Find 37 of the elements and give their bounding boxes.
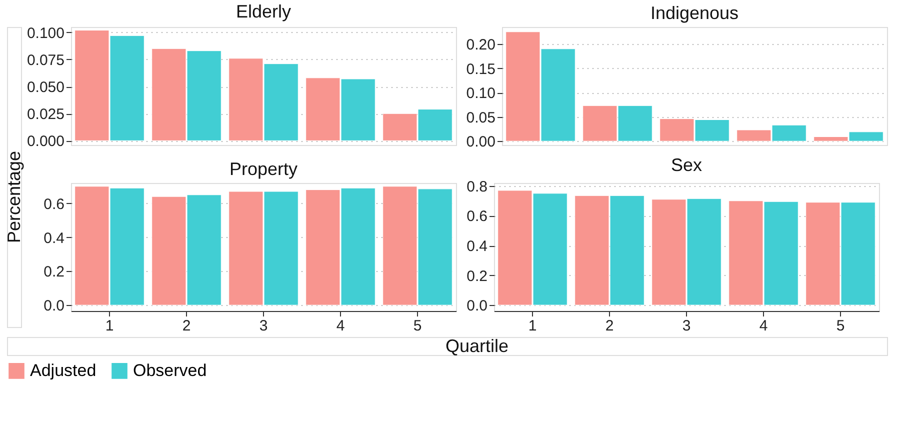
y-tick-label: 0.050 xyxy=(26,79,64,96)
y-tick-label: 0.6 xyxy=(466,208,488,226)
chart-title: Sex xyxy=(670,154,702,175)
y-tick-label: 0.075 xyxy=(26,52,64,69)
x-tick-label: 2 xyxy=(605,318,614,334)
y-axis-title: Percentage xyxy=(4,150,24,244)
x-tick-label: 4 xyxy=(759,318,768,334)
y-tick-label: 0.2 xyxy=(44,264,64,281)
y-tick-label: 0.20 xyxy=(466,36,496,54)
y-tick-label: 0.4 xyxy=(466,238,488,256)
y-tick-label: 0.15 xyxy=(466,60,496,78)
x-tick-label: 1 xyxy=(528,318,537,334)
x-tick-label: 5 xyxy=(836,318,845,334)
y-tick-label: 0.10 xyxy=(466,85,496,102)
y-tick-label: 0.05 xyxy=(466,109,496,126)
legend-label: Adjusted xyxy=(30,360,96,380)
y-tick-label: 0.000 xyxy=(26,133,64,150)
chart-title: Indigenous xyxy=(650,3,739,23)
x-tick-label: 3 xyxy=(682,318,691,334)
y-tick-label: 0.8 xyxy=(466,178,488,196)
x-tick-label: 4 xyxy=(336,318,345,334)
y-tick-label: 0.100 xyxy=(26,24,64,42)
legend-label: Observed xyxy=(133,360,207,380)
x-axis-title: Quartile xyxy=(445,336,509,356)
x-tick-label: 2 xyxy=(182,318,191,334)
chart-title: Elderly xyxy=(236,1,292,22)
y-tick-label: 0.0 xyxy=(44,298,64,315)
y-tick-label: 0.025 xyxy=(26,106,64,124)
y-tick-label: 0.2 xyxy=(466,268,488,285)
y-tick-label: 0.6 xyxy=(44,196,64,213)
y-tick-label: 0.4 xyxy=(44,230,64,247)
x-tick-label: 3 xyxy=(259,318,268,334)
y-tick-label: 0.00 xyxy=(466,134,496,151)
y-tick-label: 0.0 xyxy=(466,298,488,315)
x-tick-label: 5 xyxy=(413,318,422,334)
chart-title: Property xyxy=(229,159,298,179)
x-tick-label: 1 xyxy=(105,318,114,334)
